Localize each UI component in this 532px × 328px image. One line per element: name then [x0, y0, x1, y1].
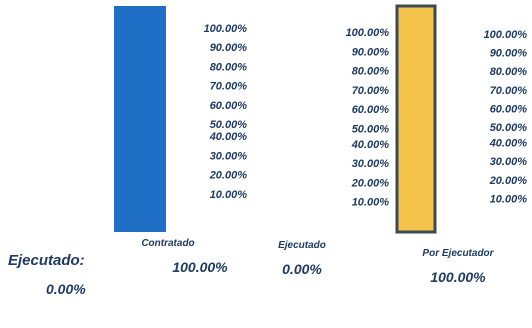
tick-label: 20.00%: [209, 170, 248, 182]
tick-label: 100.00%: [204, 23, 248, 35]
bar-por-ejecutador: [395, 4, 437, 234]
summary-value: 0.00%: [46, 281, 86, 297]
tick-label: 100.00%: [346, 27, 390, 39]
tick-label: 30.00%: [210, 150, 248, 162]
category-label: Ejecutado: [278, 240, 326, 251]
tick-label: 20.00%: [351, 177, 390, 189]
tick-label: 40.00%: [209, 131, 248, 143]
tick-label: 70.00%: [490, 85, 528, 97]
tick-label: 50.00%: [210, 119, 248, 131]
tick-label: 50.00%: [352, 124, 390, 136]
tick-label: 60.00%: [210, 100, 248, 112]
value-label: 0.00%: [282, 261, 322, 277]
summary-label: Ejecutado:: [8, 252, 85, 269]
tick-label: 100.00%: [484, 29, 528, 41]
tick-label: 10.00%: [352, 197, 390, 209]
bar-contratado: [114, 6, 166, 232]
tick-label: 50.00%: [490, 122, 528, 134]
tick-label: 70.00%: [210, 81, 248, 93]
value-label: 100.00%: [172, 259, 228, 275]
tick-label: 30.00%: [352, 158, 390, 170]
tick-label: 40.00%: [351, 139, 390, 151]
tick-label: 90.00%: [352, 46, 390, 58]
tick-label: 10.00%: [490, 193, 528, 205]
tick-label: 90.00%: [210, 42, 248, 54]
value-label: 100.00%: [430, 269, 486, 285]
tick-label: 40.00%: [489, 138, 528, 150]
tick-label: 80.00%: [210, 61, 248, 73]
tick-label: 60.00%: [352, 104, 390, 116]
tick-label: 90.00%: [490, 48, 528, 60]
category-label: Por Ejecutador: [422, 248, 494, 259]
tick-label: 30.00%: [490, 156, 528, 168]
tick-label: 70.00%: [352, 85, 390, 97]
tick-label: 10.00%: [210, 189, 248, 201]
tick-label: 20.00%: [489, 175, 528, 187]
category-label: Contratado: [141, 238, 194, 249]
tick-label: 60.00%: [490, 103, 528, 115]
tick-label: 80.00%: [490, 66, 528, 78]
tick-label: 80.00%: [352, 66, 390, 78]
